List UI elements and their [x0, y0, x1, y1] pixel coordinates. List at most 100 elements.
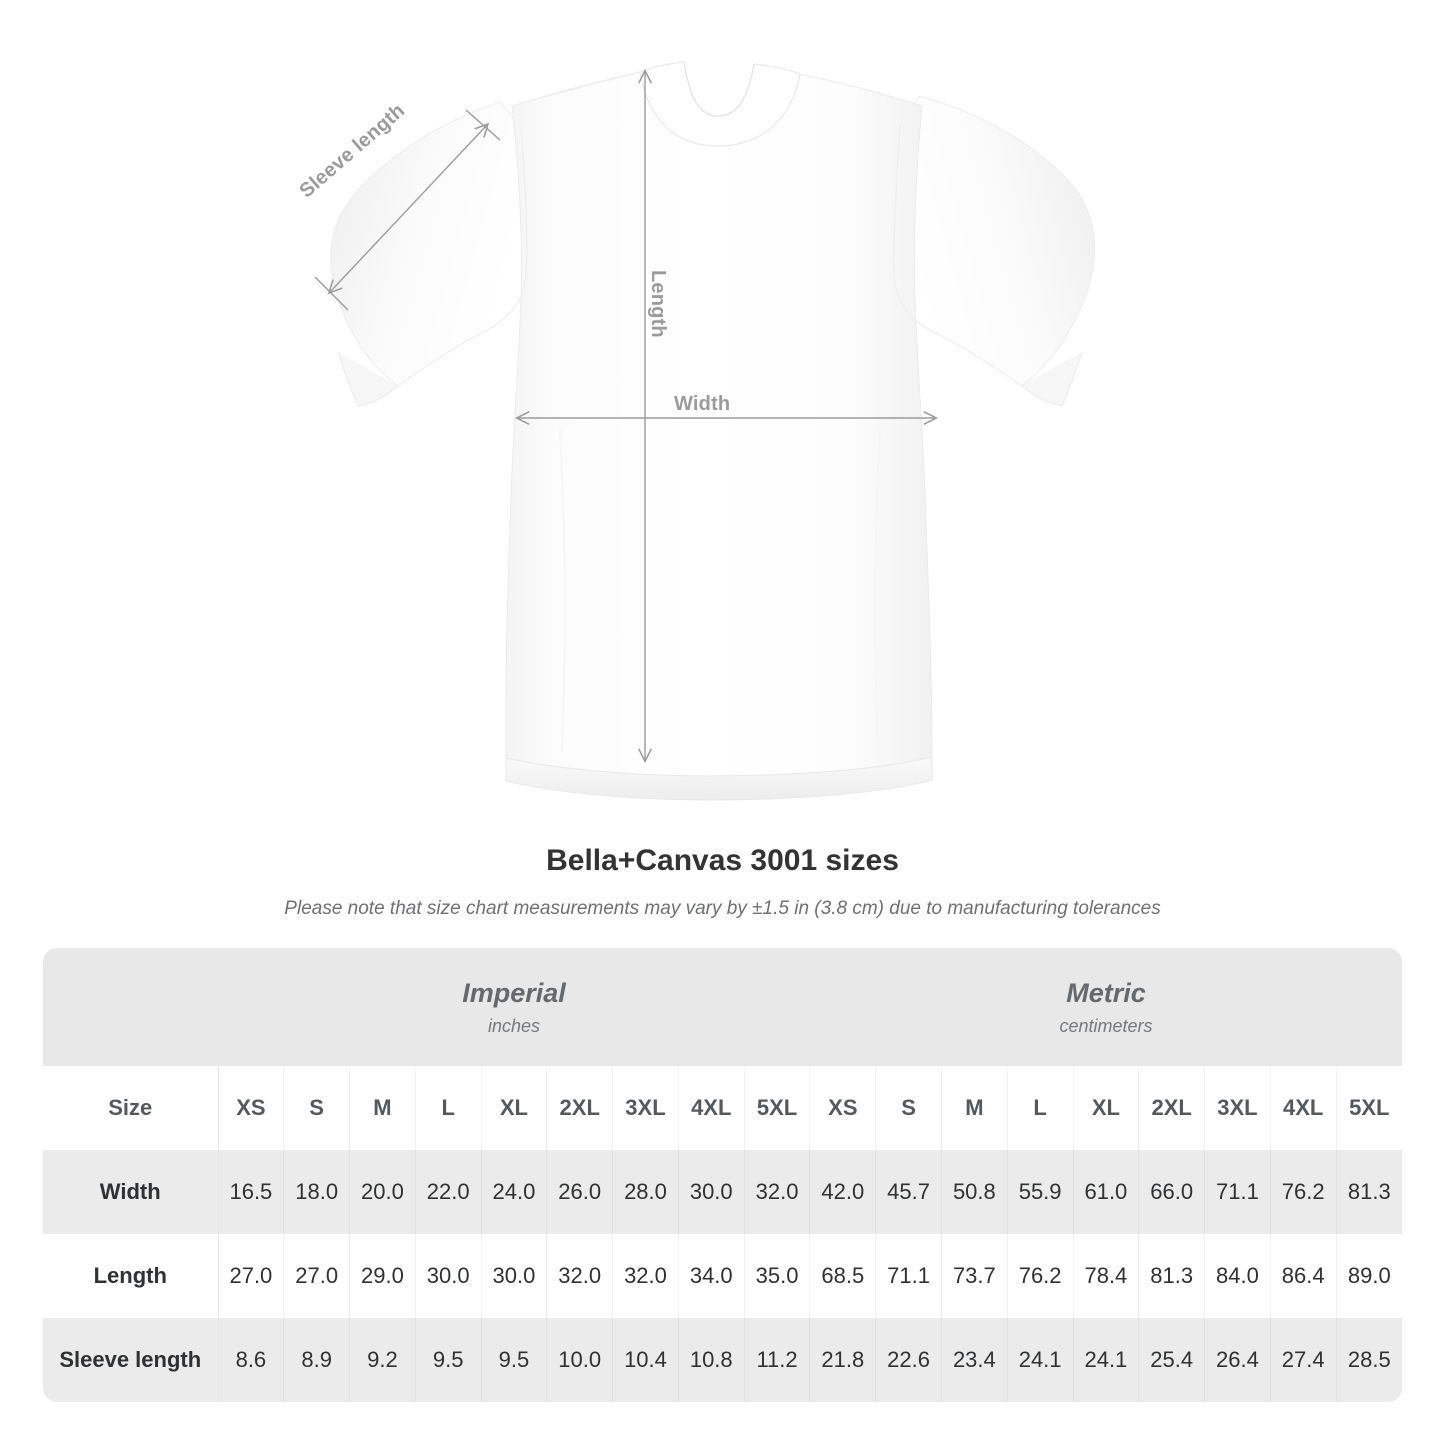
- cell: 32.0: [546, 1234, 614, 1318]
- width-label: Width: [674, 393, 731, 415]
- cell: 45.7: [875, 1150, 942, 1234]
- cell: 10.0: [546, 1318, 614, 1402]
- size-header-cell: 2XL: [546, 1066, 614, 1150]
- cell: 86.4: [1270, 1234, 1337, 1318]
- size-header-cell: S: [283, 1066, 351, 1150]
- cell: 89.0: [1336, 1234, 1402, 1318]
- cell: 26.0: [546, 1150, 614, 1234]
- cell: 9.5: [481, 1318, 548, 1402]
- cell: 76.2: [1270, 1150, 1337, 1234]
- cell: 27.4: [1270, 1318, 1337, 1402]
- cell: 71.1: [1204, 1150, 1271, 1234]
- cell: 21.8: [809, 1318, 877, 1402]
- size-header-cell: L: [415, 1066, 482, 1150]
- cell: 10.8: [678, 1318, 745, 1402]
- unit-header-row: Imperial inches Metric centimeters: [43, 948, 1402, 1066]
- size-header-cell: 3XL: [612, 1066, 679, 1150]
- cell: 81.3: [1336, 1150, 1402, 1234]
- cell: 28.5: [1336, 1318, 1402, 1402]
- cell: 29.0: [349, 1234, 416, 1318]
- unit-header-metric: Metric centimeters: [809, 948, 1402, 1066]
- size-header-cell: 5XL: [744, 1066, 811, 1150]
- size-header-cell: XL: [481, 1066, 548, 1150]
- cell: 30.0: [481, 1234, 548, 1318]
- chart-heading-block: Bella+Canvas 3001 sizes Please note that…: [0, 843, 1445, 922]
- cell: 32.0: [612, 1234, 679, 1318]
- cell: 23.4: [941, 1318, 1008, 1402]
- size-header-cell: XS: [809, 1066, 877, 1150]
- length-label: Length: [647, 270, 669, 338]
- size-row-label: Size: [43, 1066, 219, 1150]
- size-header-cell: M: [941, 1066, 1008, 1150]
- dimension-arrows: [314, 72, 935, 760]
- sleeve-tick-bottom: [314, 276, 349, 311]
- cell: 22.0: [415, 1150, 482, 1234]
- cell: 24.1: [1007, 1318, 1074, 1402]
- cell: 61.0: [1073, 1150, 1140, 1234]
- cell: 81.3: [1138, 1234, 1206, 1318]
- cell: 11.2: [744, 1318, 811, 1402]
- size-header-cell: L: [1007, 1066, 1074, 1150]
- size-header-cell: XL: [1073, 1066, 1140, 1150]
- size-header-cell: XS: [218, 1066, 285, 1150]
- table-row: Sleeve length 8.6 8.9 9.2 9.5 9.5 10.0 1…: [43, 1318, 1402, 1402]
- cell: 22.6: [875, 1318, 942, 1402]
- cell: 35.0: [744, 1234, 811, 1318]
- cell: 18.0: [283, 1150, 351, 1234]
- sleeve-tick-top: [465, 109, 501, 141]
- cell: 78.4: [1073, 1234, 1140, 1318]
- unit-title-metric: Metric: [1066, 977, 1146, 1008]
- size-chart-table: Imperial inches Metric centimeters Size …: [43, 948, 1402, 1402]
- row-label-sleeve-length: Sleeve length: [43, 1318, 219, 1402]
- unit-header-spacer: [43, 948, 218, 1066]
- cell: 27.0: [283, 1234, 351, 1318]
- size-header-cell: 5XL: [1336, 1066, 1402, 1150]
- unit-title-imperial: Imperial: [462, 977, 566, 1008]
- cell: 9.2: [349, 1318, 416, 1402]
- page-title: Bella+Canvas 3001 sizes: [546, 844, 899, 877]
- cell: 25.4: [1138, 1318, 1206, 1402]
- cell: 66.0: [1138, 1150, 1206, 1234]
- unit-header-imperial: Imperial inches: [218, 948, 810, 1066]
- cell: 8.6: [218, 1318, 285, 1402]
- tshirt-illustration: [314, 61, 1096, 801]
- row-label-width: Width: [43, 1150, 219, 1234]
- table-row: Width 16.5 18.0 20.0 22.0 24.0 26.0 28.0…: [43, 1150, 1402, 1234]
- cell: 30.0: [678, 1150, 745, 1234]
- cell: 34.0: [678, 1234, 745, 1318]
- size-header-cell: 3XL: [1204, 1066, 1271, 1150]
- table-row: Length 27.0 27.0 29.0 30.0 30.0 32.0 32.…: [43, 1234, 1402, 1318]
- cell: 24.1: [1073, 1318, 1140, 1402]
- cell: 71.1: [875, 1234, 942, 1318]
- cell: 68.5: [809, 1234, 877, 1318]
- cell: 27.0: [218, 1234, 285, 1318]
- cell: 55.9: [1007, 1150, 1074, 1234]
- tolerance-note: Please note that size chart measurements…: [284, 898, 1161, 919]
- size-header-cell: M: [349, 1066, 416, 1150]
- cell: 32.0: [744, 1150, 811, 1234]
- unit-subtitle-metric: centimeters: [1059, 1015, 1153, 1036]
- cell: 84.0: [1204, 1234, 1271, 1318]
- size-header-cell: 4XL: [1270, 1066, 1337, 1150]
- cell: 10.4: [612, 1318, 679, 1402]
- unit-subtitle-imperial: inches: [487, 1015, 540, 1036]
- tshirt-diagram: Sleeve length Length Width: [295, 61, 1096, 801]
- cell: 50.8: [941, 1150, 1008, 1234]
- cell: 9.5: [415, 1318, 482, 1402]
- cell: 30.0: [415, 1234, 482, 1318]
- cell: 73.7: [941, 1234, 1008, 1318]
- garment-shape: [330, 61, 1096, 801]
- row-label-length: Length: [43, 1234, 219, 1318]
- size-header-row: Size XS S M L XL 2XL 3XL 4XL 5XL XS S M …: [43, 1066, 1402, 1150]
- cell: 28.0: [612, 1150, 679, 1234]
- size-chart-table-wrapper: Imperial inches Metric centimeters Size …: [43, 948, 1402, 1402]
- cell: 16.5: [218, 1150, 285, 1234]
- size-header-cell: 4XL: [678, 1066, 745, 1150]
- cell: 26.4: [1204, 1318, 1271, 1402]
- cell: 20.0: [349, 1150, 416, 1234]
- sleeve-arrow: [330, 125, 487, 292]
- cell: 24.0: [481, 1150, 548, 1234]
- cell: 42.0: [809, 1150, 877, 1234]
- cell: 8.9: [283, 1318, 351, 1402]
- size-header-cell: S: [875, 1066, 942, 1150]
